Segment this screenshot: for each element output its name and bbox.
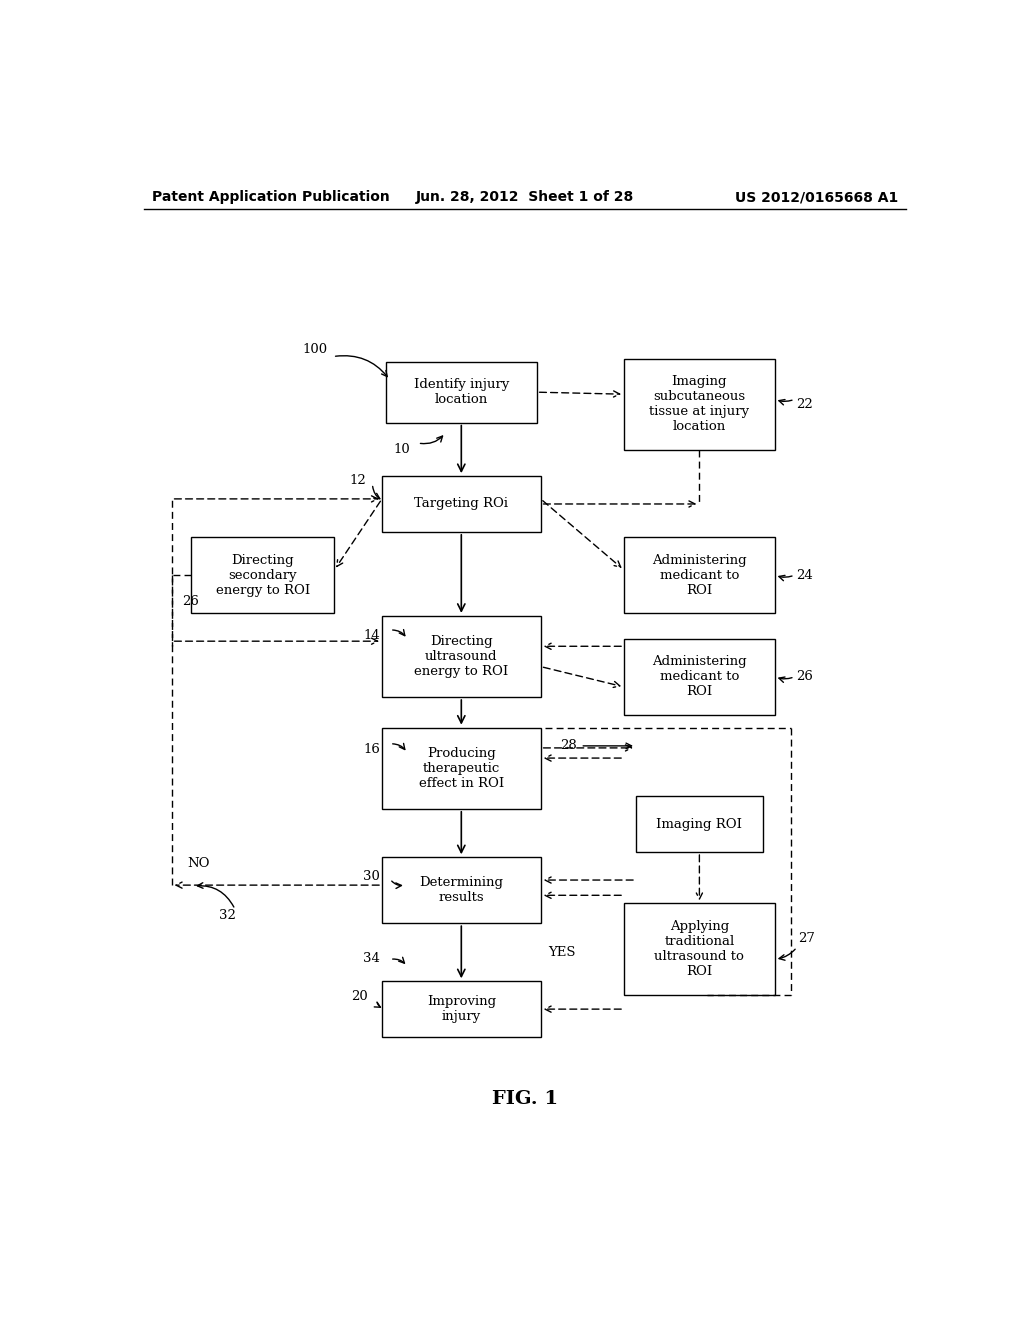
Text: 12: 12: [349, 474, 367, 487]
FancyBboxPatch shape: [624, 537, 775, 614]
Text: NO: NO: [187, 857, 210, 870]
FancyArrowPatch shape: [583, 743, 632, 748]
Text: FIG. 1: FIG. 1: [492, 1089, 558, 1107]
Text: 14: 14: [364, 630, 380, 642]
FancyArrowPatch shape: [392, 880, 401, 888]
Text: 10: 10: [393, 444, 410, 455]
FancyArrowPatch shape: [779, 576, 792, 581]
FancyBboxPatch shape: [382, 477, 541, 532]
Text: 24: 24: [797, 569, 813, 582]
FancyArrowPatch shape: [392, 743, 404, 750]
FancyBboxPatch shape: [386, 362, 537, 422]
FancyArrowPatch shape: [336, 355, 387, 376]
FancyBboxPatch shape: [624, 639, 775, 715]
FancyArrowPatch shape: [779, 949, 796, 960]
Text: 34: 34: [364, 952, 380, 965]
Text: Jun. 28, 2012  Sheet 1 of 28: Jun. 28, 2012 Sheet 1 of 28: [416, 190, 634, 205]
FancyBboxPatch shape: [624, 903, 775, 995]
Text: Applying
traditional
ultrasound to
ROI: Applying traditional ultrasound to ROI: [654, 920, 744, 978]
FancyBboxPatch shape: [382, 981, 541, 1038]
FancyArrowPatch shape: [779, 677, 792, 682]
Text: Identify injury
location: Identify injury location: [414, 378, 509, 407]
Text: Imaging ROI: Imaging ROI: [656, 817, 742, 830]
Text: 20: 20: [351, 990, 368, 1003]
Text: US 2012/0165668 A1: US 2012/0165668 A1: [734, 190, 898, 205]
Text: 16: 16: [364, 743, 380, 756]
Text: Producing
therapeutic
effect in ROI: Producing therapeutic effect in ROI: [419, 747, 504, 789]
Text: YES: YES: [549, 945, 577, 958]
FancyArrowPatch shape: [198, 883, 233, 907]
Text: 32: 32: [219, 909, 237, 923]
FancyArrowPatch shape: [392, 957, 404, 964]
Text: Targeting ROi: Targeting ROi: [415, 498, 508, 511]
Text: 27: 27: [799, 932, 815, 945]
FancyArrowPatch shape: [421, 436, 442, 444]
Text: Imaging
subcutaneous
tissue at injury
location: Imaging subcutaneous tissue at injury lo…: [649, 375, 750, 433]
Text: Determining
results: Determining results: [419, 876, 504, 904]
Text: Patent Application Publication: Patent Application Publication: [152, 190, 389, 205]
Text: 22: 22: [797, 397, 813, 411]
Text: Directing
ultrasound
energy to ROI: Directing ultrasound energy to ROI: [414, 635, 509, 678]
FancyArrowPatch shape: [373, 486, 380, 499]
Text: Administering
medicant to
ROI: Administering medicant to ROI: [652, 553, 746, 597]
FancyBboxPatch shape: [624, 359, 775, 450]
Text: 26: 26: [182, 595, 199, 609]
FancyArrowPatch shape: [392, 630, 404, 636]
Text: 26: 26: [797, 671, 813, 684]
FancyBboxPatch shape: [382, 615, 541, 697]
FancyArrowPatch shape: [374, 1002, 381, 1007]
Text: 30: 30: [364, 870, 380, 883]
FancyBboxPatch shape: [191, 537, 334, 614]
Text: 28: 28: [560, 739, 577, 752]
FancyArrowPatch shape: [779, 400, 792, 405]
Text: Improving
injury: Improving injury: [427, 995, 496, 1023]
Text: Administering
medicant to
ROI: Administering medicant to ROI: [652, 655, 746, 698]
Text: 100: 100: [303, 343, 328, 356]
FancyBboxPatch shape: [382, 857, 541, 923]
Text: Directing
secondary
energy to ROI: Directing secondary energy to ROI: [216, 553, 310, 597]
FancyBboxPatch shape: [382, 727, 541, 809]
FancyBboxPatch shape: [636, 796, 763, 853]
